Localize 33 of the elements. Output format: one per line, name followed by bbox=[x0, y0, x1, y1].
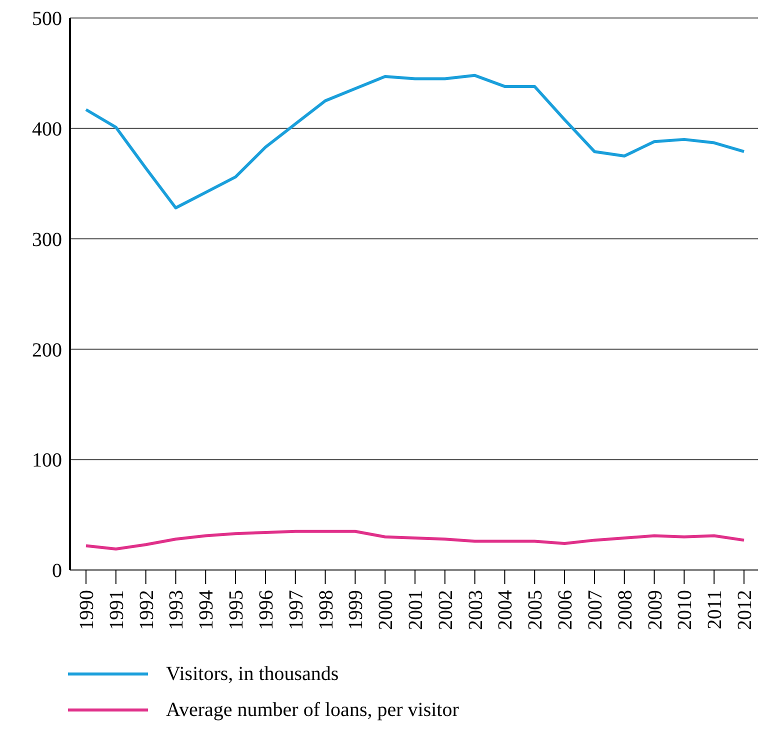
x-tick-label: 1995 bbox=[226, 590, 248, 630]
x-tick-label: 2002 bbox=[434, 590, 457, 630]
x-tick-label: 2001 bbox=[405, 590, 427, 630]
x-tick-label: 1996 bbox=[255, 590, 278, 630]
x-tick-label: 2011 bbox=[704, 590, 726, 630]
x-tick-label: 2012 bbox=[734, 590, 756, 630]
x-tick-label: 2006 bbox=[554, 590, 577, 630]
legend-label: Visitors, in thousands bbox=[166, 662, 339, 686]
x-tick-label: 1990 bbox=[76, 590, 98, 630]
y-tick-label: 200 bbox=[32, 339, 62, 362]
x-tick-label: 1994 bbox=[196, 590, 218, 630]
x-tick-label: 1993 bbox=[166, 590, 188, 630]
x-tick-label: 2007 bbox=[584, 590, 606, 630]
y-tick-label: 400 bbox=[32, 118, 62, 140]
x-tick-label: 2010 bbox=[674, 590, 696, 630]
legend-label: Average number of loans, per visitor bbox=[166, 698, 459, 722]
x-tick-label: 1997 bbox=[285, 590, 308, 630]
line-series bbox=[84, 74, 746, 210]
y-tick-label: 100 bbox=[32, 450, 62, 472]
x-tick-label: 2005 bbox=[524, 590, 547, 630]
x-tick-label: 1992 bbox=[136, 590, 158, 630]
x-tick-label: 2000 bbox=[375, 590, 398, 630]
x-tick-label: 2004 bbox=[494, 590, 517, 630]
x-tick-label: 2003 bbox=[464, 590, 487, 630]
x-tick-label: 1999 bbox=[345, 590, 368, 630]
x-tick-label: 2009 bbox=[644, 590, 666, 630]
x-tick-label: 1991 bbox=[106, 590, 128, 630]
y-tick-label: 0 bbox=[52, 560, 62, 582]
x-tick-label: 2008 bbox=[614, 590, 636, 630]
x-tick-label: 1998 bbox=[315, 590, 338, 630]
line-series bbox=[84, 530, 746, 551]
y-tick-label: 500 bbox=[32, 8, 62, 30]
y-tick-label: 300 bbox=[32, 228, 62, 251]
